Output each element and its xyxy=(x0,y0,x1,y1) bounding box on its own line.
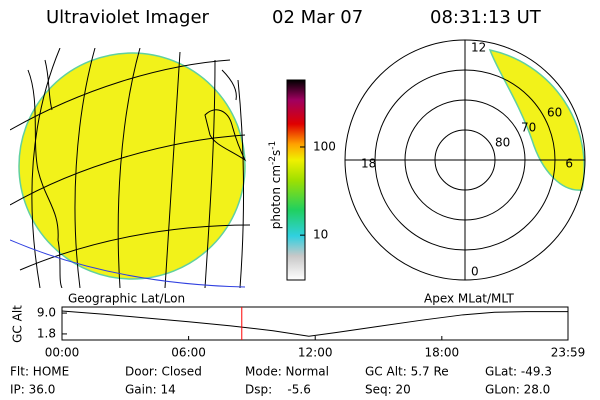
polar-mlt-label: 12 xyxy=(471,41,486,55)
aurora-region xyxy=(488,48,585,191)
globe-caption: Geographic Lat/Lon xyxy=(68,292,185,306)
x-tick-label: 18:00 xyxy=(425,346,460,360)
globe-image xyxy=(10,48,250,288)
polar-ring-label: 60 xyxy=(547,106,562,120)
status-field: GLon: 28.0 xyxy=(485,383,550,397)
altitude-ylabel: GC Alt xyxy=(11,305,25,343)
title: Ultraviolet Imager xyxy=(46,7,210,28)
polar-caption: Apex MLat/MLT xyxy=(424,292,514,306)
label-sup: -1 xyxy=(268,141,278,150)
time: 08:31:13 UT xyxy=(430,7,542,28)
status-field: IP: 36.0 xyxy=(10,383,55,397)
x-tick-label: 00:00 xyxy=(45,346,80,360)
polar-mlt-label: 6 xyxy=(565,157,573,171)
y-tick-label: 1.8 xyxy=(37,326,56,340)
x-tick-label: 12:00 xyxy=(298,346,333,360)
status-field: Dsp: -5.6 xyxy=(245,383,311,397)
polar-ring-label: 70 xyxy=(521,121,536,135)
status-field: GC Alt: 5.7 Re xyxy=(365,365,449,379)
colorbar-tick-label: 100 xyxy=(313,139,336,153)
status-field: GLat: -49.3 xyxy=(485,365,552,379)
altitude-line xyxy=(61,310,568,337)
status-field: Gain: 14 xyxy=(125,383,176,397)
y-tick-label: 9.0 xyxy=(37,306,56,320)
x-tick-label: 06:00 xyxy=(171,346,206,360)
colorbar xyxy=(286,79,306,281)
label-part: s xyxy=(269,150,283,156)
status-field: Mode: Normal xyxy=(245,365,329,379)
label-sup: -2 xyxy=(268,156,278,165)
status-field: Door: Closed xyxy=(125,365,202,379)
status-field: Flt: HOME xyxy=(10,365,69,379)
colorbar-tick-label: 10 xyxy=(313,228,328,242)
polar-mlt-label: 18 xyxy=(361,157,376,171)
colorbar-label: photon cm-2s-1 xyxy=(268,141,283,230)
polar-mlt-label: 0 xyxy=(471,265,479,279)
polar-ring-label: 80 xyxy=(495,136,510,150)
label-part: photon cm xyxy=(269,165,283,229)
date: 02 Mar 07 xyxy=(272,7,363,28)
x-tick-label: 23:59 xyxy=(551,346,586,360)
status-field: Seq: 20 xyxy=(365,383,411,397)
